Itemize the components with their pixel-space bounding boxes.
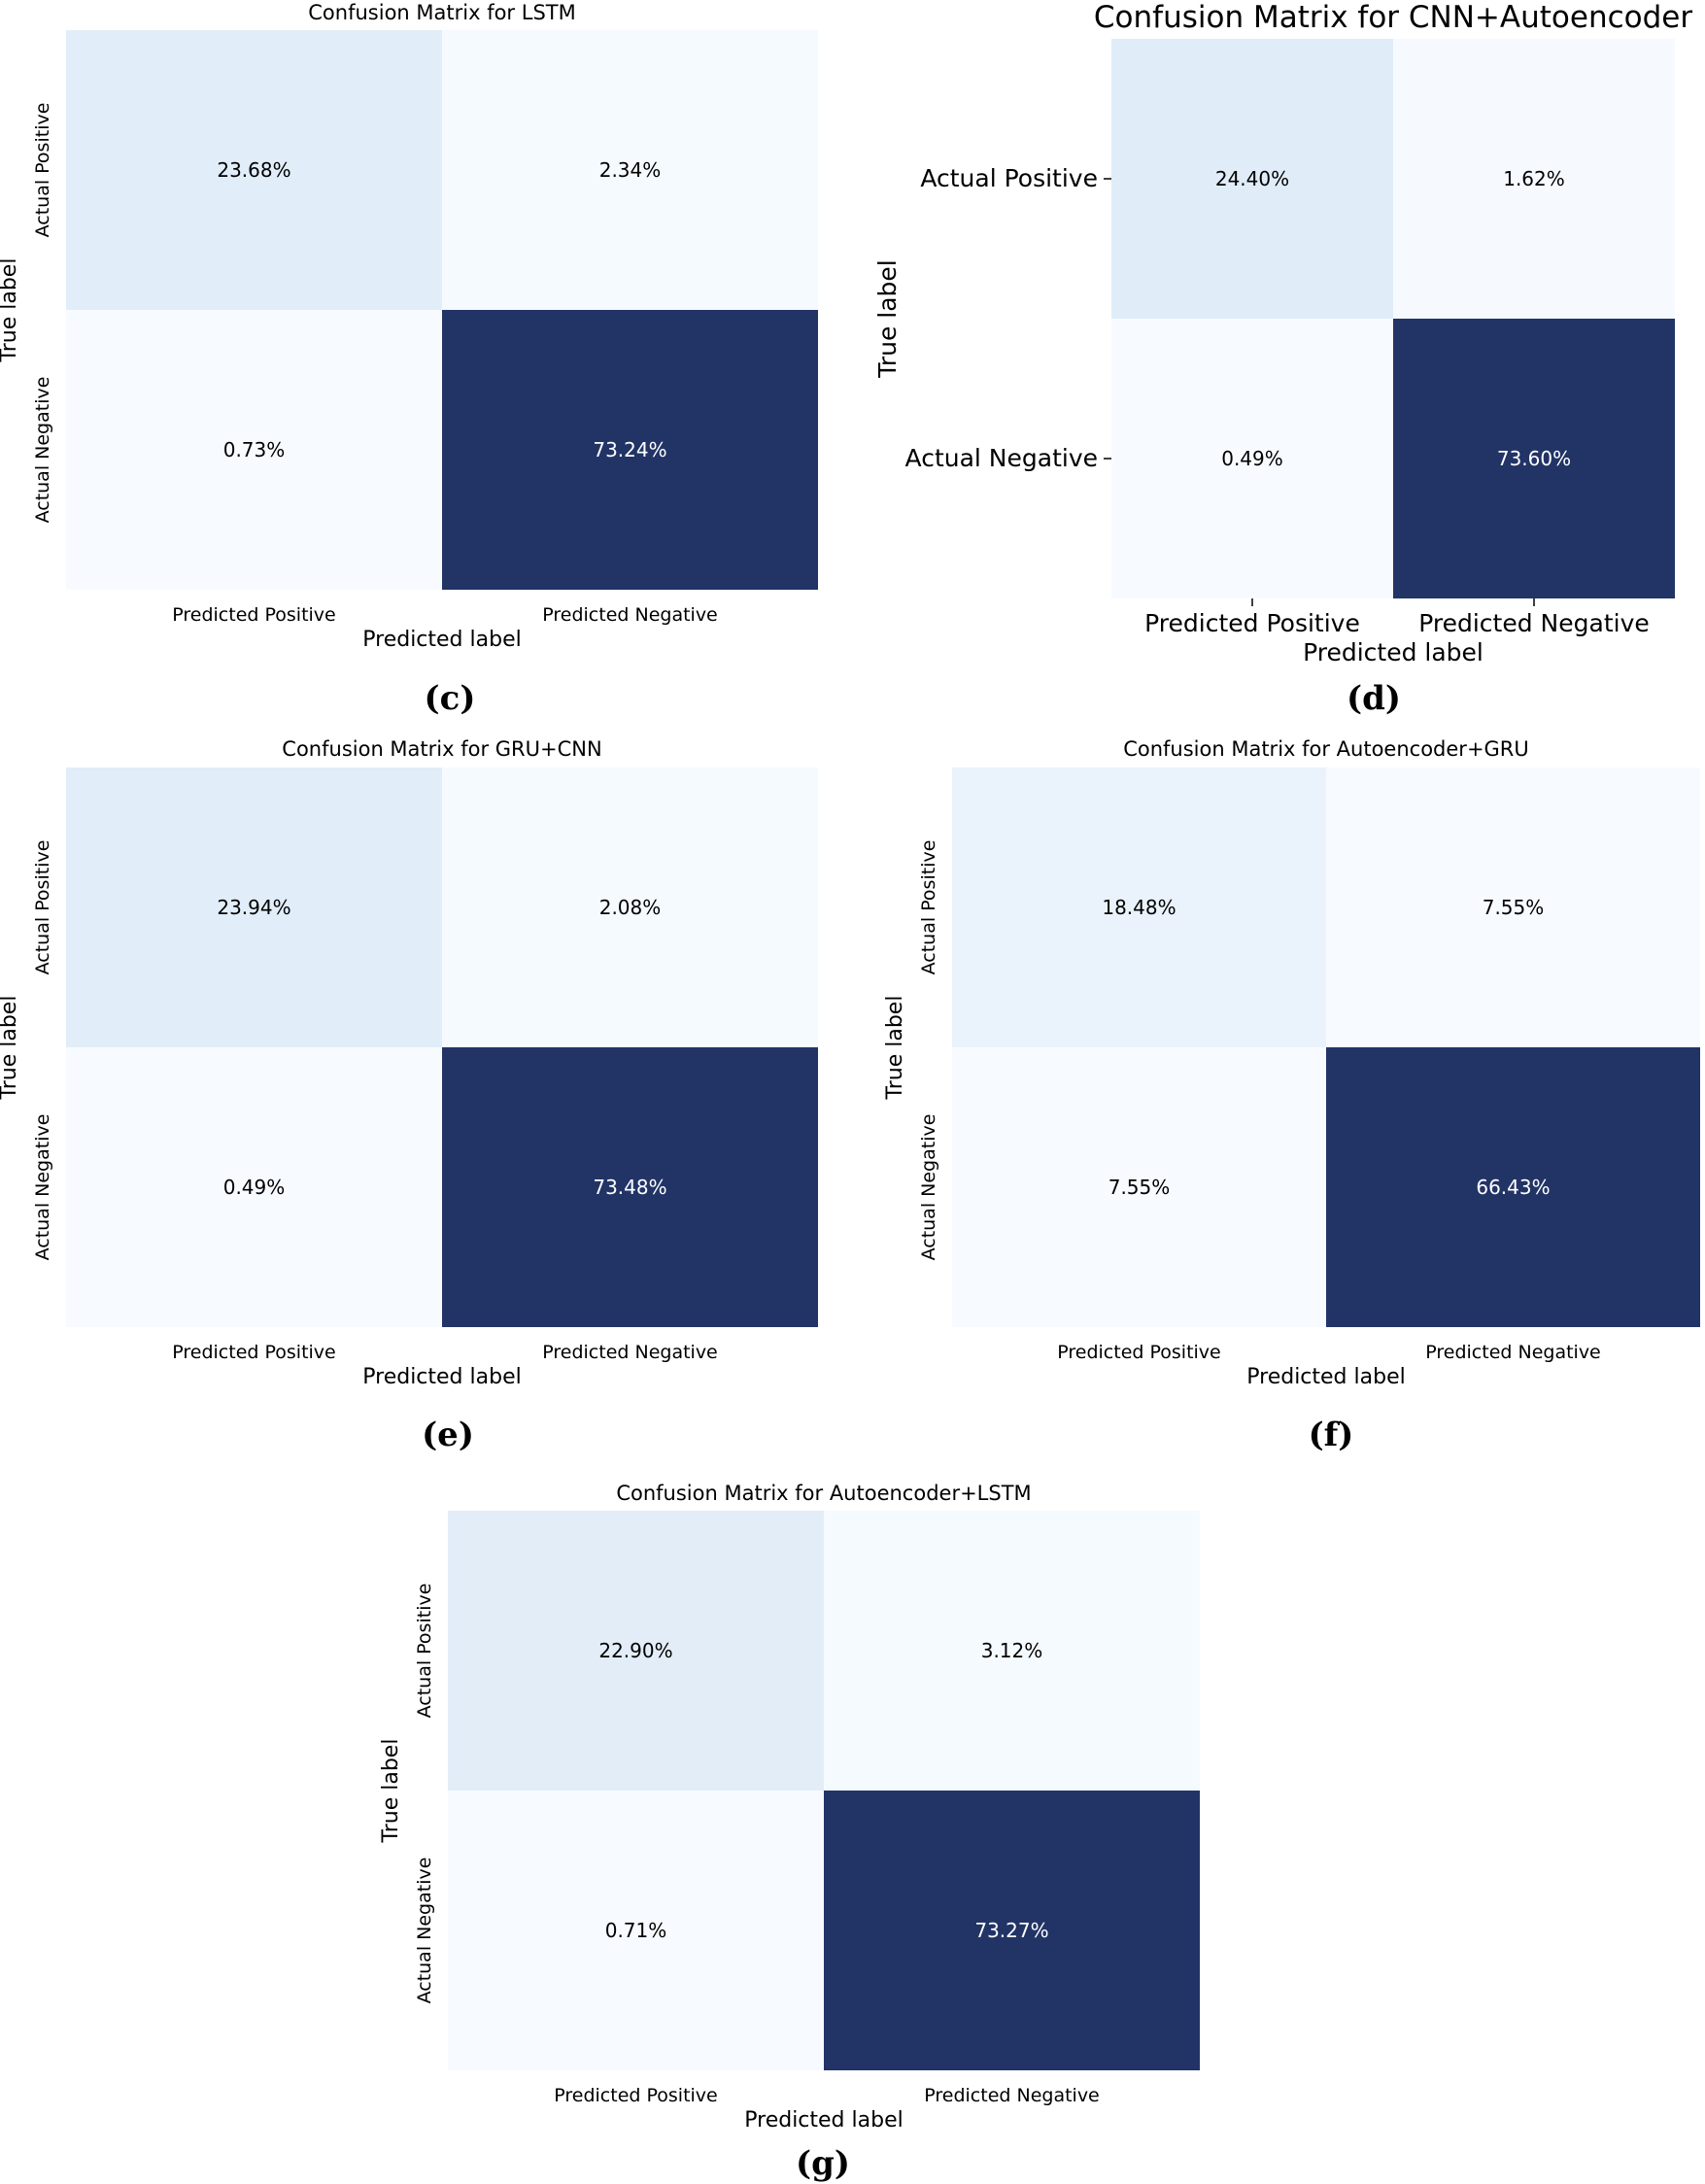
heatmap-cell bbox=[824, 1791, 1200, 2070]
heatmap-cell bbox=[66, 1047, 442, 1327]
heatmap-cell bbox=[448, 1511, 824, 1791]
cell-value-label: 7.55% bbox=[1108, 1176, 1171, 1199]
heatmap-cell bbox=[1326, 1047, 1700, 1327]
x-axis-label: Predicted label bbox=[362, 1365, 521, 1389]
y-tick-label: Actual Negative bbox=[32, 377, 53, 524]
cell-value-label: 0.49% bbox=[223, 1176, 286, 1199]
chart-panel-2: Confusion Matrix for GRU+CNN 23.94% 2.08% 0… bbox=[0, 737, 818, 1454]
heatmap-cell bbox=[442, 30, 818, 310]
x-tick-label: Predicted Positive bbox=[172, 604, 335, 626]
heatmap-cell bbox=[952, 768, 1326, 1047]
x-tick-label: Predicted Negative bbox=[542, 1342, 718, 1363]
panel-letter: (e) bbox=[422, 1416, 474, 1454]
y-axis-label: True label bbox=[0, 258, 21, 363]
y-tick-label: Actual Negative bbox=[905, 444, 1098, 472]
y-tick-label: Actual Negative bbox=[918, 1114, 939, 1261]
x-tick-label: Predicted Positive bbox=[1057, 1342, 1220, 1363]
y-tick-label: Actual Negative bbox=[414, 1858, 435, 2004]
cell-value-label: 18.48% bbox=[1102, 896, 1176, 919]
x-tick-label: Predicted Positive bbox=[554, 2085, 717, 2106]
x-axis-label: Predicted label bbox=[362, 628, 521, 652]
cell-value-label: 24.40% bbox=[1215, 167, 1289, 190]
chart-panel-3: Confusion Matrix for Autoencoder+GRU 18.4… bbox=[883, 737, 1700, 1454]
cell-value-label: 2.34% bbox=[599, 158, 662, 182]
heatmap-cell bbox=[442, 310, 818, 590]
heatmap-cell bbox=[66, 30, 442, 310]
x-tick-label: Predicted Positive bbox=[172, 1342, 335, 1363]
heatmap-cell bbox=[448, 1791, 824, 2070]
heatmap-cell bbox=[442, 1047, 818, 1327]
chart-panel-0: Confusion Matrix for LSTM 23.68% 2.34% 0.73… bbox=[0, 1, 818, 718]
heatmap-cell bbox=[66, 768, 442, 1047]
cell-value-label: 73.24% bbox=[593, 438, 666, 461]
x-tick-label: Predicted Negative bbox=[1418, 609, 1650, 637]
cell-value-label: 3.12% bbox=[981, 1639, 1043, 1662]
y-axis-label: True label bbox=[873, 259, 902, 379]
panel-letter: (g) bbox=[796, 2144, 850, 2183]
y-axis-label: True label bbox=[379, 1739, 403, 1844]
x-axis-label: Predicted label bbox=[1303, 638, 1483, 666]
cell-value-label: 0.73% bbox=[223, 438, 286, 461]
cell-value-label: 22.90% bbox=[598, 1639, 672, 1662]
chart-title: Confusion Matrix for LSTM bbox=[308, 1, 575, 24]
cell-value-label: 1.62% bbox=[1503, 167, 1565, 190]
x-tick-label: Predicted Negative bbox=[924, 2085, 1100, 2106]
chart-title: Confusion Matrix for GRU+CNN bbox=[282, 737, 601, 761]
cell-value-label: 2.08% bbox=[599, 896, 662, 919]
panel-letter: (f) bbox=[1309, 1416, 1354, 1454]
cell-value-label: 73.60% bbox=[1497, 447, 1571, 470]
heatmap-cell bbox=[952, 1047, 1326, 1327]
x-tick-label: Predicted Positive bbox=[1144, 609, 1360, 637]
panel-letter: (c) bbox=[425, 679, 476, 718]
cell-value-label: 7.55% bbox=[1483, 896, 1545, 919]
heatmap-cell bbox=[824, 1511, 1200, 1791]
chart-title: Confusion Matrix for CNN+Autoencoder bbox=[1094, 0, 1692, 35]
x-tick-label: Predicted Negative bbox=[542, 604, 718, 626]
heatmap-cell bbox=[1393, 319, 1675, 598]
heatmap-cell bbox=[442, 768, 818, 1047]
heatmap-cell bbox=[1393, 39, 1675, 319]
x-tick-label: Predicted Negative bbox=[1425, 1342, 1601, 1363]
y-axis-label: True label bbox=[0, 996, 21, 1101]
x-axis-label: Predicted label bbox=[744, 2108, 903, 2133]
heatmap-cell bbox=[66, 310, 442, 590]
x-axis-label: Predicted label bbox=[1246, 1365, 1405, 1389]
cell-value-label: 0.49% bbox=[1221, 447, 1283, 470]
cell-value-label: 0.71% bbox=[605, 1919, 667, 1942]
cell-value-label: 23.68% bbox=[217, 158, 290, 182]
chart-panel-1: Confusion Matrix for CNN+Autoencoder 24.4… bbox=[873, 0, 1692, 718]
y-tick-label: Actual Positive bbox=[920, 164, 1098, 192]
cell-value-label: 66.43% bbox=[1476, 1176, 1550, 1199]
chart-title: Confusion Matrix for Autoencoder+LSTM bbox=[616, 1482, 1031, 1505]
y-tick-label: Actual Positive bbox=[918, 840, 939, 975]
chart-panel-4: Confusion Matrix for Autoencoder+LSTM 22.… bbox=[379, 1482, 1200, 2183]
heatmap-cell bbox=[1111, 39, 1393, 319]
cell-value-label: 73.27% bbox=[974, 1919, 1048, 1942]
y-axis-label: True label bbox=[883, 996, 907, 1101]
cell-value-label: 23.94% bbox=[217, 896, 290, 919]
y-tick-label: Actual Positive bbox=[32, 103, 53, 238]
panel-letter: (d) bbox=[1347, 679, 1401, 718]
heatmap-cell bbox=[1111, 319, 1393, 598]
cell-value-label: 73.48% bbox=[593, 1176, 666, 1199]
chart-title: Confusion Matrix for Autoencoder+GRU bbox=[1123, 737, 1529, 761]
y-tick-label: Actual Negative bbox=[32, 1114, 53, 1261]
heatmap-cell bbox=[1326, 768, 1700, 1047]
y-tick-label: Actual Positive bbox=[32, 840, 53, 975]
y-tick-label: Actual Positive bbox=[414, 1584, 435, 1719]
